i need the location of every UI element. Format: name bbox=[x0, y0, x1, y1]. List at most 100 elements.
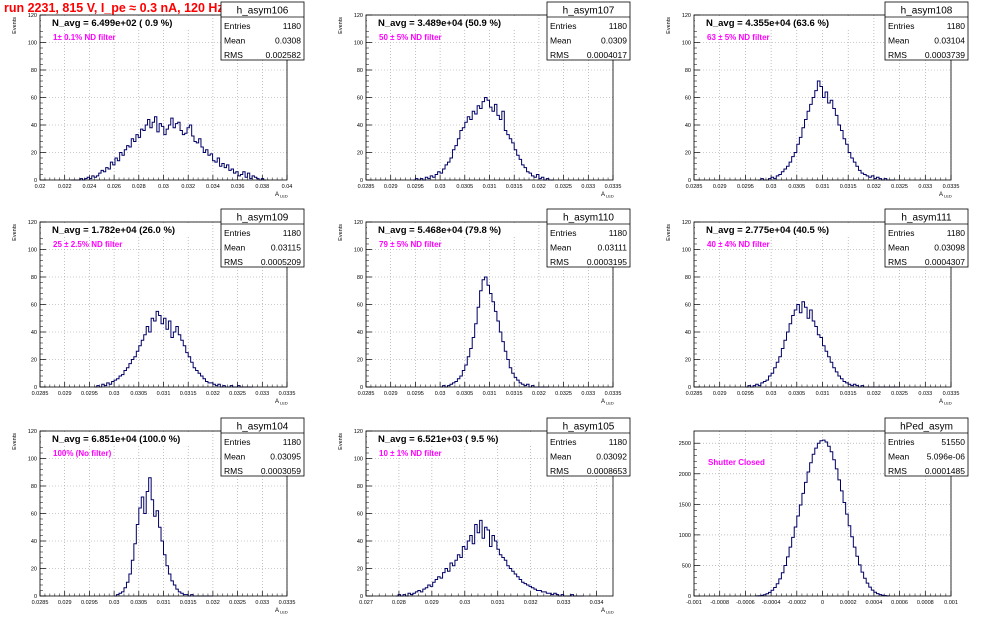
y-tick-label: 120 bbox=[354, 429, 363, 435]
stats-histogram-name: hPed_asym bbox=[900, 422, 953, 433]
histogram-outline bbox=[440, 276, 549, 388]
x-tick-label: 0.03 bbox=[459, 600, 470, 606]
histogram-title: N_avg = 5.468e+04 (79.8 %) bbox=[378, 225, 501, 236]
y-axis-label: Events bbox=[338, 224, 344, 241]
stats-histogram-name: h_asym107 bbox=[563, 6, 615, 17]
y-tick-label: 100 bbox=[682, 248, 691, 254]
stats-mean-label: Mean bbox=[550, 452, 572, 462]
stats-entries-value: 1180 bbox=[283, 437, 302, 447]
histogram-panel-h_asym108: 0.0285 0.029 0.0295 0.03 0.0305 0.031 0.0315 0.… bbox=[666, 1, 969, 199]
filter-annotation: 25 ± 2.5% ND filter bbox=[53, 240, 122, 249]
x-tick-label: 0.028 bbox=[392, 600, 406, 606]
title-box bbox=[41, 223, 209, 235]
x-tick-label: 0.038 bbox=[255, 184, 269, 190]
x-tick-label: 0.032 bbox=[206, 391, 220, 397]
stats-entries-value: 51550 bbox=[941, 437, 965, 447]
x-tick-label: 0.0295 bbox=[81, 600, 98, 606]
y-tick-label: 60 bbox=[685, 303, 691, 309]
stats-rms-value: 0.002582 bbox=[266, 50, 302, 60]
x-tick-label: 0.0285 bbox=[358, 184, 375, 190]
y-tick-label: 60 bbox=[357, 303, 363, 309]
histogram-title: N_avg = 6.499e+02 ( 0.9 %) bbox=[52, 18, 172, 29]
y-tick-label: 60 bbox=[685, 96, 691, 102]
x-tick-label: 0.0285 bbox=[686, 391, 703, 397]
histogram-panel-h_asym104: 0.0285 0.029 0.0295 0.03 0.0305 0.031 0.0315 0.… bbox=[12, 417, 305, 615]
x-tick-label: 0.032 bbox=[867, 184, 881, 190]
stats-entries-value: 1180 bbox=[283, 228, 302, 238]
stats-rms-label: RMS bbox=[888, 50, 907, 60]
stats-histogram-name: h_asym104 bbox=[237, 422, 289, 433]
stats-rms-label: RMS bbox=[550, 50, 569, 60]
x-tick-label: -0.0004 bbox=[762, 600, 781, 606]
x-tick-label: -0.0008 bbox=[710, 600, 729, 606]
x-tick-label: 0.04 bbox=[282, 184, 293, 190]
stats-mean-label: Mean bbox=[888, 243, 910, 253]
histogram-panel-h_asym110: 0.0285 0.029 0.0295 0.03 0.0305 0.031 0.0315 0.… bbox=[338, 208, 631, 406]
y-tick-label: 80 bbox=[31, 275, 37, 281]
stats-mean-value: 0.0308 bbox=[275, 36, 301, 46]
stats-box bbox=[884, 417, 969, 477]
x-axis-label: ALED bbox=[939, 192, 952, 199]
stats-entries-value: 1180 bbox=[947, 21, 966, 31]
stats-histogram-name: h_asym108 bbox=[901, 6, 953, 17]
plot-frame bbox=[365, 221, 614, 388]
x-tick-label: 0.029 bbox=[58, 600, 72, 606]
stats-mean-value: 0.03095 bbox=[270, 452, 301, 462]
y-tick-label: 40 bbox=[357, 539, 363, 545]
x-tick-label: 0.0295 bbox=[407, 391, 424, 397]
x-tick-label: 0.0285 bbox=[686, 184, 703, 190]
stats-box bbox=[220, 417, 305, 477]
stats-mean-label: Mean bbox=[224, 243, 246, 253]
stats-histogram-name: h_asym109 bbox=[237, 213, 289, 224]
x-tick-label: 0.031 bbox=[491, 600, 505, 606]
x-tick-label: 0.031 bbox=[816, 391, 830, 397]
title-box bbox=[695, 16, 863, 28]
stats-histogram-name: h_asym110 bbox=[563, 213, 614, 224]
y-axis-label: Events bbox=[12, 433, 18, 450]
histogram-panel-h_asym107: 0.0285 0.029 0.0295 0.03 0.0305 0.031 0.0315 0.… bbox=[338, 1, 631, 199]
y-tick-label: 120 bbox=[28, 13, 37, 19]
x-tick-label: 0.031 bbox=[816, 184, 830, 190]
x-tick-label: 0.0315 bbox=[840, 391, 857, 397]
x-tick-label: 0.0325 bbox=[891, 391, 908, 397]
x-tick-label: 0.0295 bbox=[407, 184, 424, 190]
stats-entries-value: 1180 bbox=[609, 228, 628, 238]
stats-rms-value: 0.0001485 bbox=[925, 466, 965, 476]
stats-rms-value: 0.0004307 bbox=[925, 257, 965, 267]
y-tick-label: 120 bbox=[682, 13, 691, 19]
x-tick-label: 0.0295 bbox=[737, 184, 754, 190]
x-tick-label: 0.0008 bbox=[917, 600, 934, 606]
y-tick-label: 80 bbox=[31, 484, 37, 490]
stats-rms-value: 0.0004017 bbox=[587, 50, 627, 60]
plot-frame bbox=[693, 14, 952, 181]
y-tick-label: 2000 bbox=[679, 472, 691, 478]
y-tick-label: 2500 bbox=[679, 441, 691, 447]
stats-mean-label: Mean bbox=[888, 452, 910, 462]
x-tick-label: 0.027 bbox=[359, 600, 373, 606]
y-axis-label: Events bbox=[666, 17, 672, 34]
x-tick-label: 0.029 bbox=[425, 600, 439, 606]
x-tick-label: 0.032 bbox=[867, 391, 881, 397]
histogram-outline bbox=[755, 439, 890, 597]
y-tick-label: 40 bbox=[685, 123, 691, 129]
y-tick-label: 20 bbox=[357, 567, 363, 573]
y-tick-label: 80 bbox=[31, 68, 37, 74]
filter-annotation: 40 ± 4% ND filter bbox=[707, 240, 770, 249]
y-tick-label: 0 bbox=[360, 594, 363, 600]
x-tick-label: 0.0295 bbox=[737, 391, 754, 397]
histogram-outline bbox=[412, 97, 554, 181]
x-tick-label: 0.0305 bbox=[130, 391, 147, 397]
x-tick-label: 0.0335 bbox=[943, 184, 960, 190]
x-tick-label: 0.03 bbox=[435, 391, 446, 397]
y-tick-label: 0 bbox=[688, 385, 691, 391]
x-tick-label: -0.0006 bbox=[736, 600, 755, 606]
plot-frame bbox=[693, 430, 952, 597]
stats-histogram-name: h_asym106 bbox=[237, 6, 289, 17]
histogram-outline bbox=[745, 301, 900, 388]
y-tick-label: 20 bbox=[685, 358, 691, 364]
filter-annotation: 63 ± 5% ND filter bbox=[707, 33, 770, 42]
y-tick-label: 40 bbox=[31, 330, 37, 336]
stats-entries-label: Entries bbox=[224, 228, 250, 238]
x-tick-label: 0.031 bbox=[157, 600, 171, 606]
